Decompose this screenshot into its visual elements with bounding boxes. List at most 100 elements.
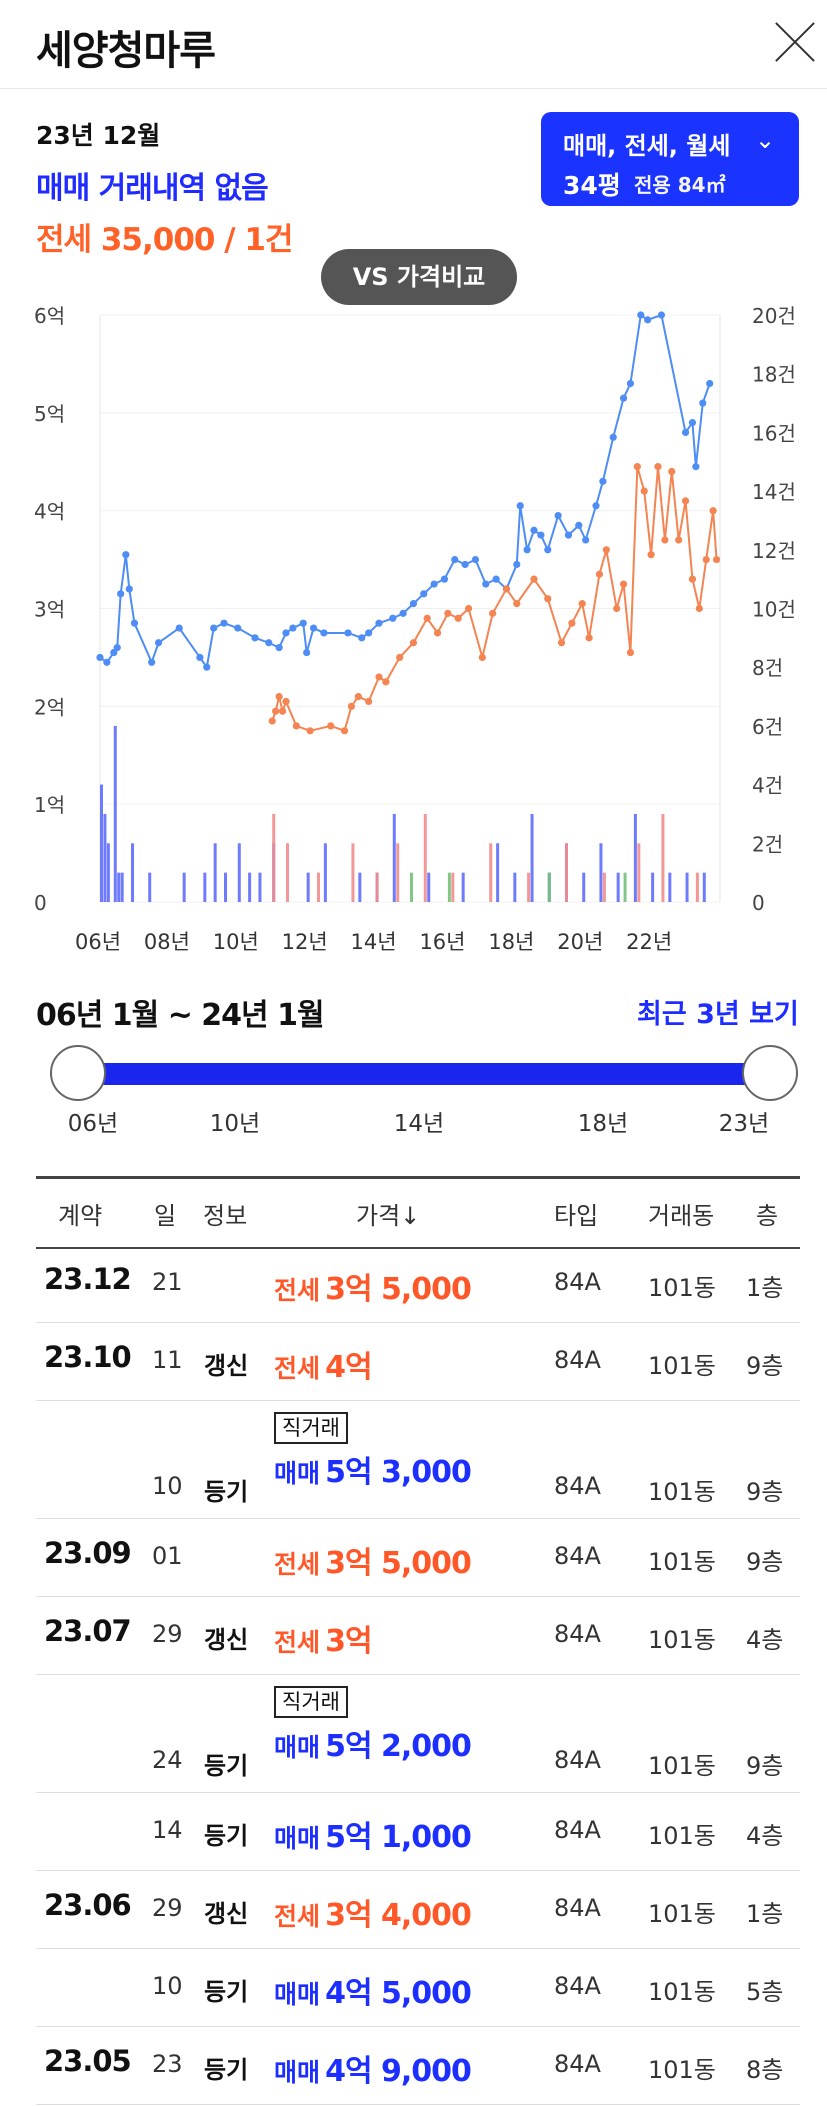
data-point — [125, 585, 133, 593]
slider-label: 23년 — [718, 1111, 770, 1137]
building: 101동 — [648, 1548, 716, 1576]
left-tick-label: 1억 — [34, 793, 65, 817]
column-contract[interactable]: 계약 — [58, 1202, 103, 1230]
building: 101동 — [648, 1626, 716, 1654]
data-point — [103, 658, 111, 666]
trade-type-label: 매매, 전세, 월세 — [563, 132, 731, 160]
trade-amount: 3억 5,000 — [325, 1546, 472, 1581]
direct-trade-badge: 직거래 — [274, 1686, 348, 1718]
price-cell: 전세 4억 — [274, 1342, 373, 1386]
transaction-count-bar — [131, 843, 134, 902]
trade-filter-button[interactable]: 매매, 전세, 월세 ⌄ 34평 전용 84㎡ — [541, 112, 799, 206]
right-tick-label: 14건 — [752, 480, 796, 504]
series-line — [99, 313, 711, 670]
table-row[interactable]: 14 등기 매매 5억 1,000 84A 101동 4층 — [36, 1792, 800, 1871]
left-tick-label: 0 — [34, 891, 47, 915]
floor: 9층 — [746, 1352, 784, 1380]
table-row[interactable]: 23.06 29 갱신 전세 3억 4,000 84A 101동 1층 — [36, 1870, 800, 1949]
transaction-count-bar — [451, 872, 455, 902]
price-compare-button[interactable]: VS 가격비교 — [321, 249, 517, 305]
trade-info: 갱신 — [204, 1352, 249, 1380]
recent-3-years-link[interactable]: 최근 3년 보기 — [637, 999, 799, 1030]
table-row[interactable]: 10 등기 매매 4억 5,000 84A 101동 5층 — [36, 1948, 800, 2027]
slider-end-handle[interactable] — [742, 1045, 798, 1101]
data-point — [451, 555, 459, 564]
building: 101동 — [648, 1274, 716, 1302]
transaction-count-bar — [148, 872, 152, 902]
trade-info: 등기 — [204, 2056, 249, 2084]
table-row[interactable]: 24 등기 직거래 매매 5억 2,000 84A 101동 9층 — [36, 1674, 800, 1793]
table-row[interactable]: 23.05 23 등기 매매 4억 9,000 84A 101동 8층 — [36, 2026, 800, 2105]
transaction-count-bar — [392, 813, 396, 902]
transaction-count-bar — [351, 843, 355, 902]
data-point — [640, 487, 648, 495]
contract-day: 29 — [152, 1894, 183, 1922]
x-tick-label: 18년 — [488, 930, 534, 954]
column-building[interactable]: 거래동 — [648, 1202, 715, 1230]
transaction-count-bar — [582, 872, 586, 902]
price-chart[interactable]: 6억 5억 4억 3억 2억 1억 0 20건 18건 16건 14건 12건 10건 8건 6건 4건 2건 0… — [0, 285, 827, 960]
right-tick-label: 12건 — [752, 539, 796, 563]
column-info[interactable]: 정보 — [203, 1202, 248, 1230]
data-point — [358, 634, 366, 642]
right-tick-label: 20건 — [752, 304, 796, 328]
table-row[interactable]: 23.10 11 갱신 전세 4억 84A 101동 9층 — [36, 1322, 800, 1401]
slider-track[interactable] — [76, 1063, 768, 1085]
transaction-count-bar — [100, 784, 103, 902]
data-point — [203, 663, 211, 671]
trade-amount: 3억 5,000 — [325, 1272, 472, 1307]
jeonse-summary: 전세 35,000 / 1건 — [36, 222, 293, 258]
period-slider[interactable] — [50, 1045, 798, 1103]
transaction-count-bar — [661, 813, 665, 902]
column-price[interactable]: 가격↓ — [356, 1202, 421, 1230]
data-point — [489, 609, 497, 617]
contract-day: 24 — [152, 1746, 183, 1774]
building: 101동 — [648, 1478, 716, 1506]
data-point — [568, 619, 576, 627]
data-point — [633, 463, 641, 471]
slider-start-handle[interactable] — [50, 1045, 106, 1101]
data-point — [130, 619, 139, 627]
right-tick-label: 10건 — [752, 598, 796, 622]
trade-info: 갱신 — [204, 1900, 249, 1928]
data-point — [637, 311, 645, 319]
transaction-count-bar — [182, 872, 186, 902]
data-point — [278, 707, 287, 715]
data-point — [268, 717, 276, 725]
unit-type: 84A — [554, 1816, 601, 1844]
trade-amount: 5억 3,000 — [325, 1455, 472, 1490]
floor: 4층 — [746, 1626, 784, 1654]
data-point — [210, 624, 218, 632]
right-tick-label: 18건 — [752, 363, 796, 387]
transaction-count-bar — [396, 843, 400, 902]
column-type[interactable]: 타입 — [554, 1202, 599, 1230]
data-point — [482, 580, 490, 588]
data-point — [695, 604, 703, 613]
trade-kind: 전세 — [274, 1628, 321, 1657]
contract-day: 01 — [152, 1542, 183, 1570]
data-point — [557, 639, 566, 647]
column-day[interactable]: 일 — [154, 1202, 177, 1230]
transaction-count-bar — [530, 813, 534, 902]
data-point — [365, 697, 373, 706]
data-point — [516, 502, 524, 510]
data-point — [113, 644, 121, 652]
building: 101동 — [648, 1900, 716, 1928]
unit-type: 84A — [554, 1972, 601, 2000]
data-point — [430, 580, 438, 588]
data-point — [148, 658, 156, 666]
table-row[interactable]: 10 등기 직거래 매매 5억 3,000 84A 101동 9층 — [36, 1400, 800, 1519]
data-point — [688, 419, 697, 427]
table-row[interactable]: 23.09 01 전세 3억 5,000 84A 101동 9층 — [36, 1518, 800, 1597]
trade-kind: 매매 — [274, 1459, 321, 1488]
trade-amount: 5억 2,000 — [325, 1729, 472, 1764]
table-row[interactable]: 23.07 29 갱신 전세 3억 84A 101동 4층 — [36, 1596, 800, 1675]
column-floor[interactable]: 층 — [756, 1202, 779, 1230]
trade-kind: 매매 — [274, 1824, 321, 1853]
close-icon[interactable] — [772, 18, 818, 64]
trade-kind: 매매 — [274, 2058, 321, 2087]
data-point — [299, 619, 307, 627]
data-point — [154, 639, 163, 647]
price-cell: 매매 4억 9,000 — [274, 2046, 472, 2090]
table-row[interactable]: 23.12 21 전세 3억 5,000 84A 101동 1층 — [36, 1244, 800, 1323]
